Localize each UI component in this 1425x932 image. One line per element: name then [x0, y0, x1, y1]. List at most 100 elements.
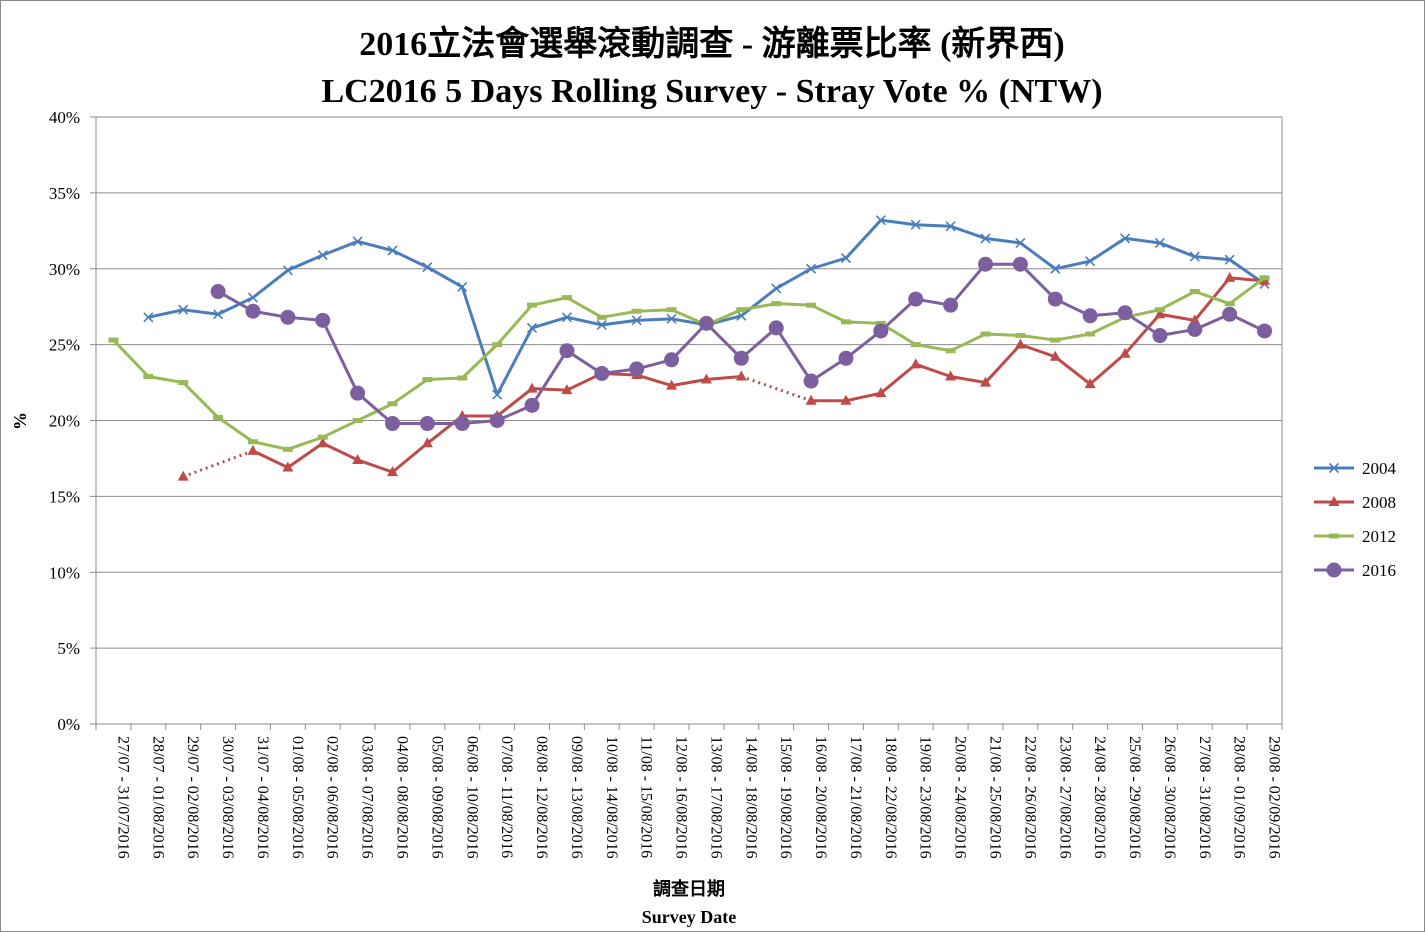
data-point [561, 384, 573, 395]
data-point [803, 373, 819, 389]
data-point [771, 283, 782, 294]
x-tick-label: 06/08 - 10/08/2016 [463, 736, 480, 859]
x-tick-label: 31/07 - 04/08/2016 [254, 736, 271, 859]
data-point [908, 291, 924, 307]
data-point [245, 303, 261, 319]
data-point [666, 379, 678, 390]
data-point [457, 375, 468, 381]
data-point [875, 387, 887, 398]
data-point [177, 470, 189, 481]
y-tick-label: 10% [49, 563, 80, 582]
x-tick-label: 29/08 - 02/09/2016 [1266, 736, 1283, 859]
data-point [840, 394, 852, 405]
x-tick-label: 09/08 - 13/08/2016 [568, 736, 585, 859]
data-point [108, 337, 119, 343]
x-tick-label: 19/08 - 23/08/2016 [917, 736, 934, 859]
data-point [1189, 314, 1201, 325]
data-point [1049, 350, 1061, 361]
data-point [282, 265, 293, 276]
data-point [910, 358, 922, 369]
data-point [210, 284, 226, 300]
y-tick-label: 35% [49, 184, 80, 203]
data-point [806, 302, 817, 308]
data-point [945, 370, 957, 381]
data-point [561, 312, 572, 323]
x-tick-label: 11/08 - 15/08/2016 [638, 736, 655, 858]
data-point [1224, 271, 1236, 282]
data-point [1154, 307, 1165, 313]
data-point [771, 301, 782, 307]
data-point [1257, 323, 1273, 339]
chart-subtitle: LC2016 5 Days Rolling Survey - Stray Vot… [321, 73, 1102, 110]
x-tick-label: 13/08 - 17/08/2016 [707, 736, 724, 859]
data-point [387, 466, 398, 477]
x-axis-label-zh: 調查日期 [653, 878, 725, 899]
x-tick-label: 01/08 - 05/08/2016 [289, 736, 306, 859]
data-point [561, 295, 572, 301]
data-point [1154, 237, 1165, 249]
data-point [978, 256, 993, 272]
data-point [1152, 328, 1168, 344]
data-point [352, 236, 363, 247]
data-point [1189, 251, 1200, 262]
data-point [666, 313, 677, 324]
data-point [317, 434, 328, 440]
data-point [315, 312, 331, 328]
x-tick-label: 07/08 - 11/08/2016 [498, 736, 515, 858]
x-tick-label: 02/08 - 06/08/2016 [324, 736, 341, 859]
y-tick-label: 25% [49, 336, 80, 355]
data-point [736, 307, 747, 313]
data-point [1326, 562, 1342, 578]
x-tick-label: 15/08 - 19/08/2016 [777, 736, 794, 859]
data-point [838, 350, 854, 366]
data-point [317, 437, 329, 448]
data-point [1187, 321, 1203, 337]
x-tick-label: 17/08 - 21/08/2016 [847, 736, 864, 859]
data-point [1084, 378, 1096, 389]
legend-item-2008: 2008 [1314, 493, 1396, 512]
data-point [213, 309, 224, 320]
data-point [736, 310, 747, 321]
data-point [1050, 337, 1061, 343]
data-point [559, 343, 575, 359]
y-tick-label: 20% [49, 412, 80, 431]
x-tick-label: 04/08 - 08/08/2016 [394, 736, 411, 859]
series-line [112, 276, 1266, 451]
data-point [1328, 496, 1340, 506]
data-point [596, 319, 607, 330]
data-point [422, 262, 433, 273]
x-tick-label: 21/08 - 25/08/2016 [987, 736, 1004, 859]
data-point [1119, 233, 1131, 244]
data-point [980, 331, 991, 337]
data-point [1082, 308, 1098, 324]
data-point [631, 315, 642, 326]
data-point [526, 322, 538, 333]
x-tick-label: 26/08 - 30/08/2016 [1161, 736, 1178, 859]
y-axis-ticks: 0% 5% 10% 15% 20% 25% 30% 35% 40% [49, 108, 96, 734]
data-point [1014, 338, 1026, 349]
x-tick-label: 10/08 - 14/08/2016 [603, 736, 620, 859]
data-point [524, 397, 540, 413]
data-point [631, 308, 642, 314]
data-point [733, 350, 749, 366]
data-point [143, 373, 154, 379]
x-tick-label: 25/08 - 29/08/2016 [1126, 736, 1143, 859]
x-tick-label: 18/08 - 22/08/2016 [882, 736, 899, 859]
y-tick-label: 0% [57, 715, 80, 734]
legend-label: 2016 [1362, 561, 1396, 580]
data-point [1047, 291, 1063, 307]
legend-item-2004: 2004 [1314, 459, 1397, 478]
data-point [282, 446, 293, 452]
x-axis-ticks: 27/07 - 31/07/2016 28/07 - 01/08/2016 29/0… [95, 724, 1283, 859]
data-point [1259, 275, 1270, 281]
data-point [247, 444, 259, 455]
data-point [387, 245, 398, 256]
series-2012 [108, 275, 1270, 452]
data-point [421, 437, 433, 448]
data-point [980, 233, 991, 244]
data-point [735, 370, 747, 381]
data-point [1085, 256, 1096, 267]
data-point [489, 413, 505, 428]
data-point [1154, 308, 1166, 319]
